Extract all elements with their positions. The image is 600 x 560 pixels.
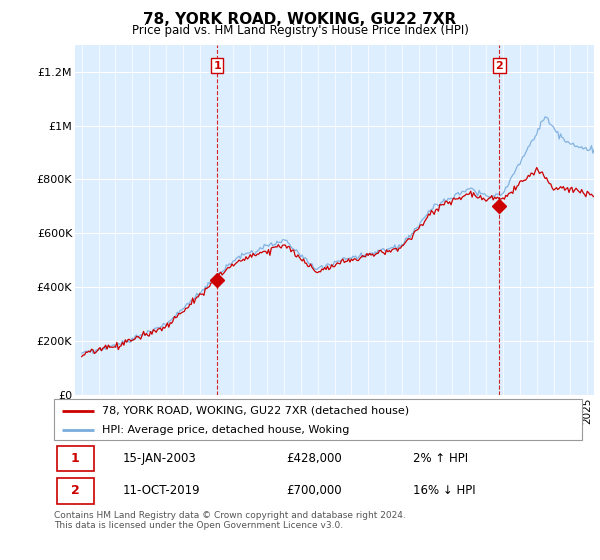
- FancyBboxPatch shape: [54, 399, 582, 440]
- Text: 78, YORK ROAD, WOKING, GU22 7XR: 78, YORK ROAD, WOKING, GU22 7XR: [143, 12, 457, 27]
- Text: 1: 1: [214, 60, 221, 71]
- FancyBboxPatch shape: [56, 478, 94, 503]
- Text: HPI: Average price, detached house, Woking: HPI: Average price, detached house, Woki…: [101, 424, 349, 435]
- Text: 78, YORK ROAD, WOKING, GU22 7XR (detached house): 78, YORK ROAD, WOKING, GU22 7XR (detache…: [101, 405, 409, 416]
- Text: 2: 2: [496, 60, 503, 71]
- Text: 1: 1: [71, 452, 79, 465]
- Text: 15-JAN-2003: 15-JAN-2003: [122, 452, 196, 465]
- Text: 11-OCT-2019: 11-OCT-2019: [122, 484, 200, 497]
- Text: £428,000: £428,000: [286, 452, 342, 465]
- Text: 16% ↓ HPI: 16% ↓ HPI: [413, 484, 476, 497]
- Text: Price paid vs. HM Land Registry's House Price Index (HPI): Price paid vs. HM Land Registry's House …: [131, 24, 469, 37]
- Text: 2% ↑ HPI: 2% ↑ HPI: [413, 452, 468, 465]
- FancyBboxPatch shape: [56, 446, 94, 472]
- Text: 2: 2: [71, 484, 79, 497]
- Text: Contains HM Land Registry data © Crown copyright and database right 2024.
This d: Contains HM Land Registry data © Crown c…: [54, 511, 406, 530]
- Text: £700,000: £700,000: [286, 484, 342, 497]
